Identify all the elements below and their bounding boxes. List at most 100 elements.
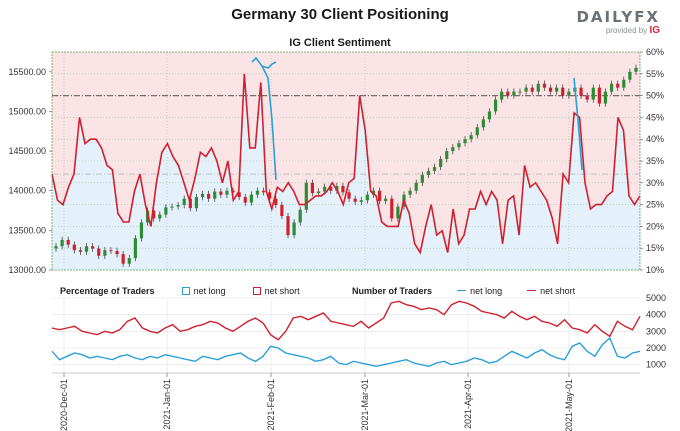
y-right-tick-label: 10% <box>646 265 664 275</box>
y-left-tick-label: 14000.00 <box>8 186 46 196</box>
bottom-y-tick-label: 3000 <box>646 326 666 336</box>
candle-body <box>439 159 443 167</box>
candle-body <box>225 190 229 195</box>
legend-percentage: Percentage of Traders net long net short <box>60 285 300 296</box>
candle-body <box>457 143 461 148</box>
y-right-tick-label: 25% <box>646 200 664 210</box>
candle-body <box>408 190 412 195</box>
bottom-y-tick-label: 4000 <box>646 310 666 320</box>
candle-body <box>512 91 516 96</box>
logo-fx: FX <box>634 8 660 26</box>
provided-by-text: provided by <box>605 26 648 35</box>
candle-body <box>530 87 534 92</box>
legend-number: Number of Traders net long net short <box>352 285 575 296</box>
net-long-pct-spike <box>251 56 277 181</box>
candle-body <box>292 222 296 236</box>
candle-body <box>597 87 601 104</box>
x-tick-label: 2021-May-01 <box>564 379 574 431</box>
candle-body <box>390 198 394 219</box>
x-tick-label: 2020-Dec-01 <box>59 379 69 431</box>
y-right-tick-label: 30% <box>646 178 664 188</box>
chart-title: Germany 30 Client Positioning <box>231 6 449 23</box>
candle-body <box>84 246 89 252</box>
candle-body <box>445 151 449 160</box>
candle-body <box>609 83 614 92</box>
y-right-tick-label: 20% <box>646 221 664 231</box>
candle-body <box>426 170 431 175</box>
candle-body <box>432 166 437 171</box>
candle-body <box>133 238 137 259</box>
candle-body <box>518 91 522 93</box>
candle-body <box>188 198 192 209</box>
candle-body <box>60 239 64 247</box>
net-short-swatch <box>252 286 261 295</box>
candle-body <box>127 258 131 264</box>
candle-body <box>139 222 144 239</box>
candle-body <box>585 95 589 100</box>
candle-body <box>353 198 357 202</box>
net-short-line-swatch <box>527 290 537 292</box>
candle-body <box>365 194 369 201</box>
candle-body <box>567 91 571 96</box>
candle-body <box>54 246 58 249</box>
candle-body <box>158 214 162 219</box>
y-left-tick-label: 15500.00 <box>8 67 46 77</box>
candle-body <box>231 190 235 193</box>
candle-body <box>463 139 467 144</box>
candle-body <box>616 83 620 88</box>
candle-body <box>237 192 241 198</box>
candle-body <box>213 191 217 199</box>
candle-body <box>176 204 180 207</box>
candle-body <box>268 192 272 199</box>
candle-body <box>347 192 351 199</box>
logo-daily: DAILY <box>576 8 635 26</box>
y-left-tick-label: 15000.00 <box>8 106 46 116</box>
candle-body <box>524 87 528 92</box>
y-right-tick-label: 55% <box>646 69 664 79</box>
y-left-tick-label: 13500.00 <box>8 225 46 235</box>
y-right-tick-label: 15% <box>646 243 664 253</box>
candle-body <box>304 182 308 210</box>
net-long-swatch <box>181 286 190 295</box>
candle-body <box>493 99 498 112</box>
candle-body <box>341 185 345 193</box>
bottom-y-tick-label: 5000 <box>646 293 666 303</box>
candle-body <box>420 174 424 183</box>
candle-body <box>329 186 333 191</box>
candle-body <box>622 79 626 88</box>
candle-body <box>487 111 492 120</box>
candle-body <box>280 204 284 217</box>
candle-body <box>219 191 223 195</box>
candle-body <box>506 91 510 96</box>
y-right-tick-label: 40% <box>646 134 664 144</box>
candle-body <box>500 91 504 100</box>
candle-body <box>481 119 485 128</box>
candle-body <box>249 194 253 203</box>
candle-body <box>261 190 266 193</box>
candle-body <box>359 200 363 202</box>
y-right-tick-label: 35% <box>646 156 664 166</box>
y-right-tick-label: 50% <box>646 91 664 101</box>
net-long-count-line <box>51 336 641 368</box>
x-tick-label: 2021-Apr-01 <box>463 379 473 429</box>
candle-body <box>91 246 95 249</box>
x-tick-label: 2021-Feb-01 <box>266 379 276 431</box>
candle-body <box>164 207 168 215</box>
candle-body <box>78 250 83 252</box>
candle-body <box>72 244 76 251</box>
candle-body <box>451 147 455 152</box>
candle-body <box>152 210 156 219</box>
candle-body <box>561 87 565 96</box>
candle-body <box>182 198 186 205</box>
candle-body <box>628 71 632 80</box>
candle-body <box>323 186 327 192</box>
net-long-pct-spike <box>573 77 583 171</box>
net-short-count-line <box>51 300 641 341</box>
candle-body <box>255 190 260 195</box>
x-tick-label: 2021-Mar-01 <box>360 379 370 431</box>
bottom-y-tick-label: 2000 <box>646 343 666 353</box>
candle-body <box>377 190 382 202</box>
candle-body <box>591 87 595 100</box>
candle-body <box>109 250 113 252</box>
candle-body <box>207 193 211 199</box>
